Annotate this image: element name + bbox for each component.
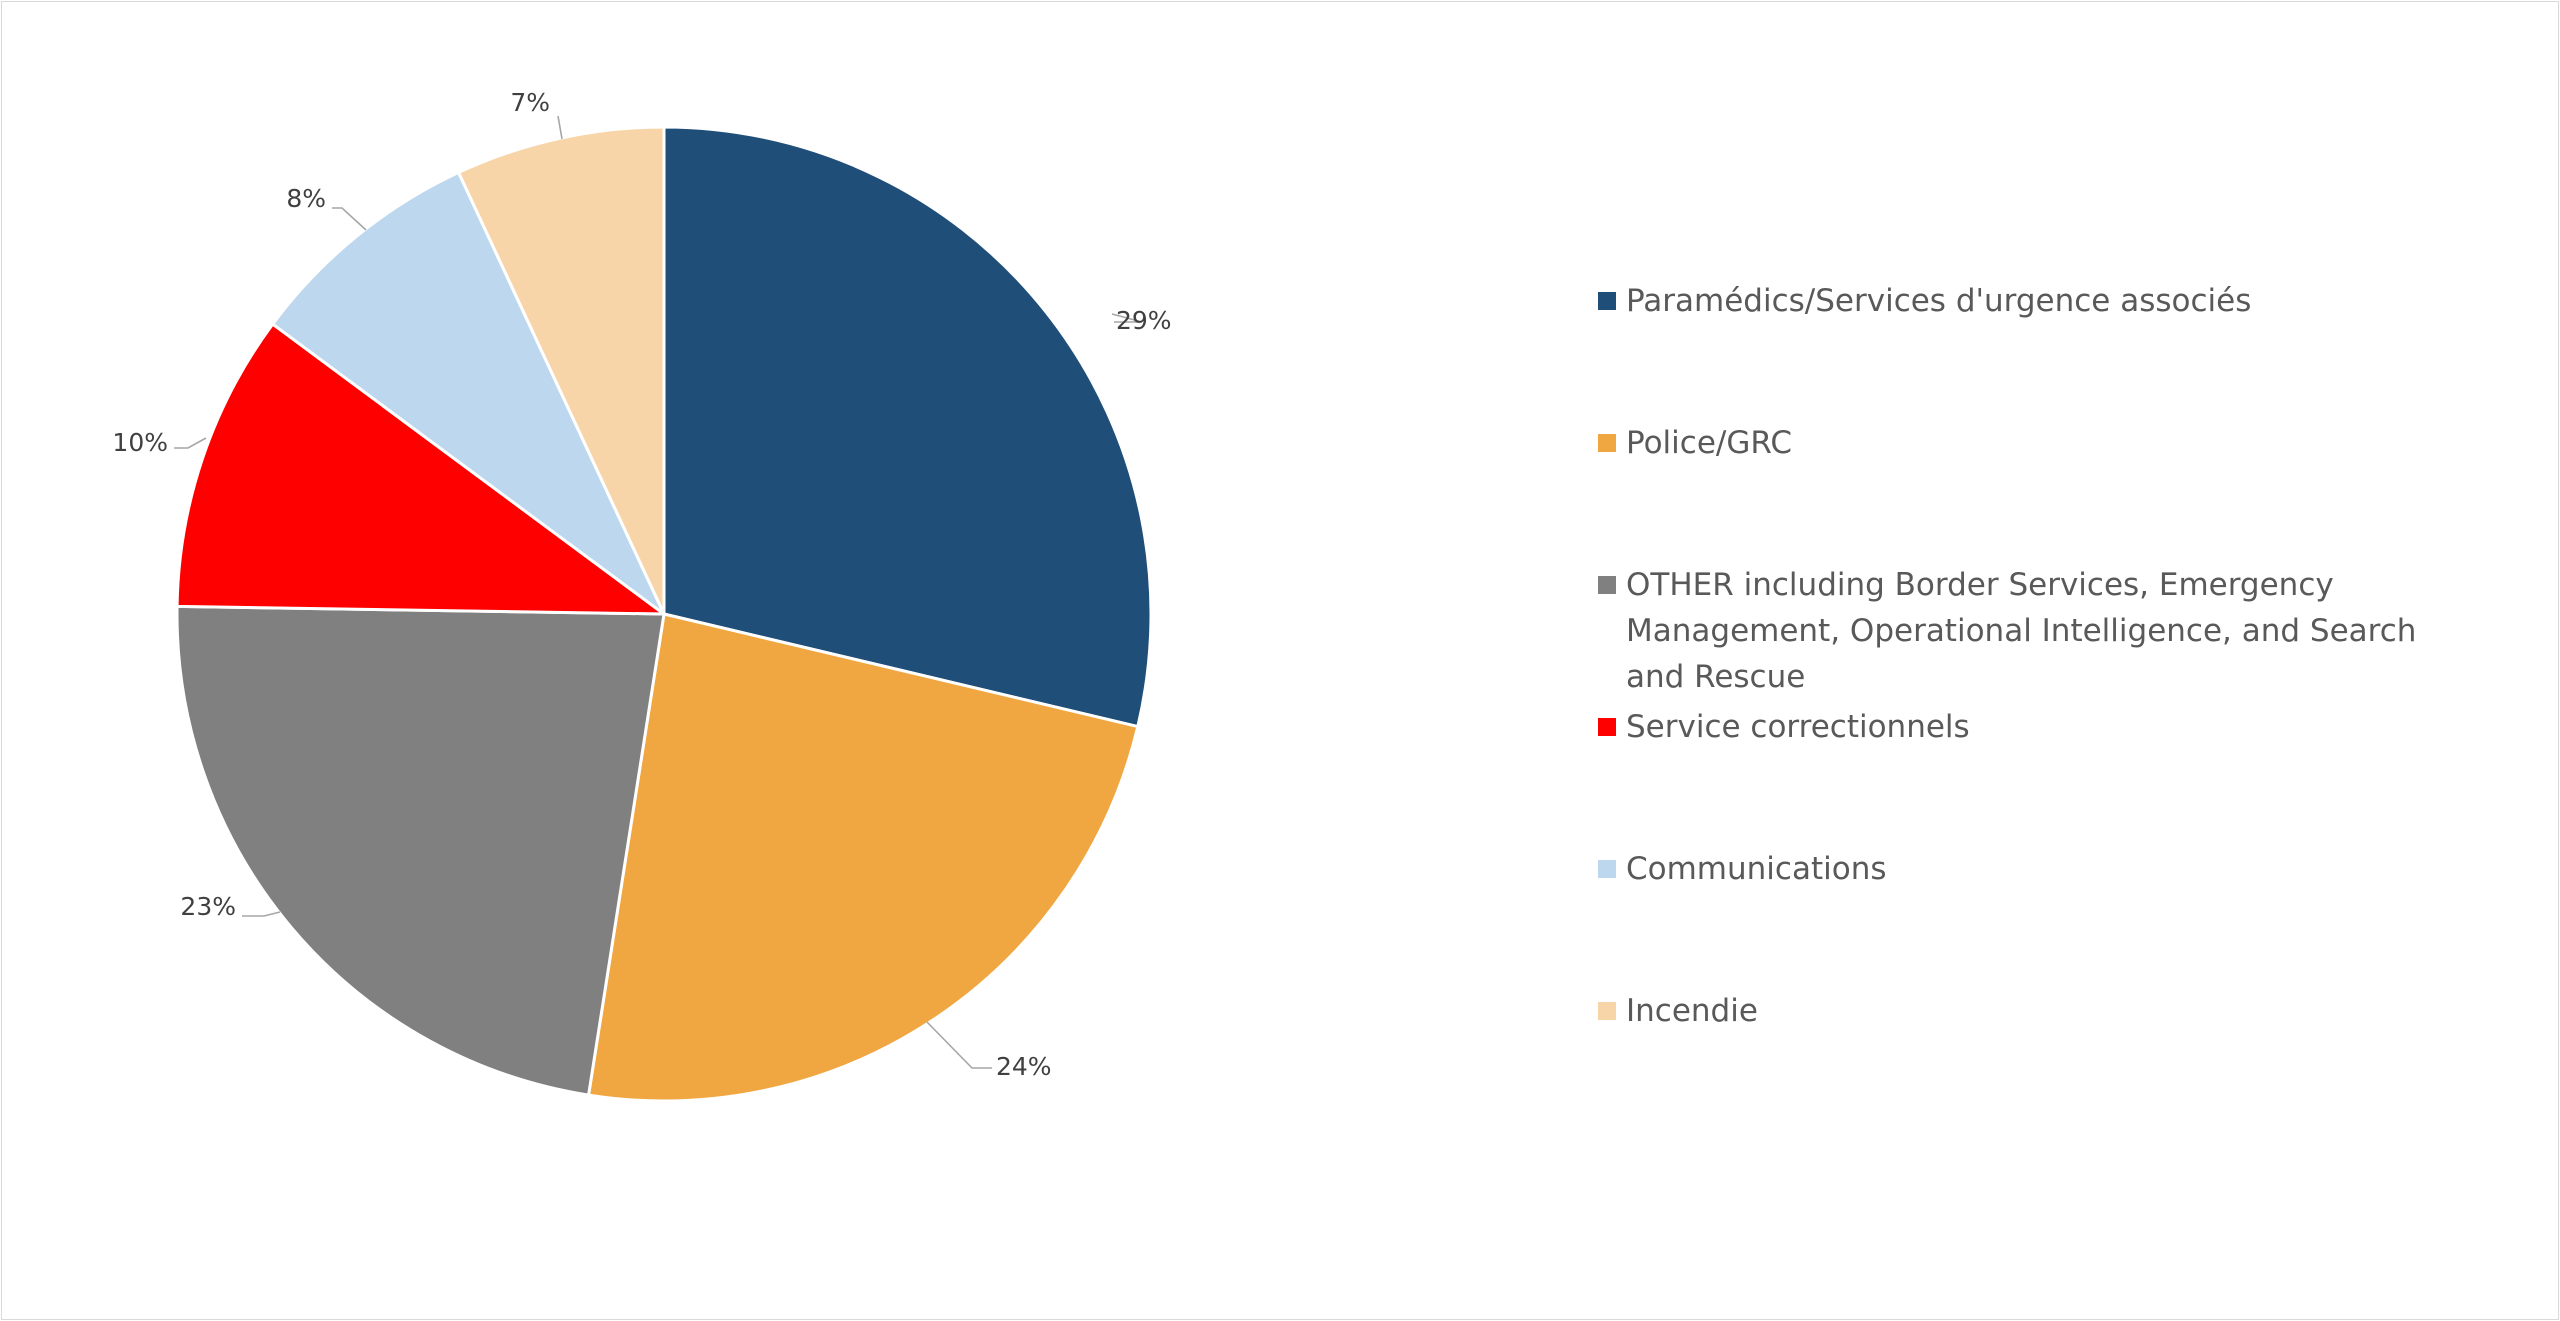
- leader-lines: [174, 115, 1143, 1069]
- legend-item-other: OTHER including Border Services, Emergen…: [1598, 562, 2476, 700]
- pie-slice: [175, 321, 669, 616]
- legend-item-paramedics: Paramédics/Services d'urgence associés: [1598, 278, 2251, 324]
- legend-label: OTHER including Border Services, Emergen…: [1626, 567, 2417, 695]
- legend-label: Police/GRC: [1626, 425, 1793, 461]
- legend-item-police: Police/GRC: [1598, 420, 1792, 466]
- legend-label: Communications: [1626, 851, 1887, 887]
- pie-slice: [662, 125, 1153, 729]
- data-label: 29%: [1116, 306, 1172, 335]
- leader-line: [242, 911, 281, 917]
- data-labels: 29% 24% 23% 10% 8% 7%: [112, 88, 1171, 1081]
- legend-label: Service correctionnels: [1626, 709, 1970, 745]
- legend-item-communications: Communications: [1598, 846, 1887, 892]
- legend-label: Incendie: [1626, 993, 1758, 1029]
- legend-swatch: [1598, 576, 1616, 594]
- pie-slice: [175, 604, 666, 1097]
- pie-slices: [175, 125, 1153, 1103]
- legend-swatch: [1598, 1002, 1616, 1020]
- legend-item-correctional: Service correctionnels: [1598, 704, 1970, 750]
- data-label: 7%: [510, 88, 550, 117]
- data-label: 24%: [996, 1052, 1052, 1081]
- data-label: 10%: [112, 428, 168, 457]
- data-label: 23%: [180, 892, 236, 921]
- pie-slice: [586, 612, 1140, 1103]
- leader-line: [557, 115, 563, 140]
- legend-item-fire: Incendie: [1598, 988, 1758, 1034]
- legend-swatch: [1598, 718, 1616, 736]
- pie-slice: [270, 170, 666, 616]
- leader-line: [1111, 313, 1143, 323]
- leader-line: [174, 437, 207, 449]
- legend-swatch: [1598, 860, 1616, 878]
- legend-label: Paramédics/Services d'urgence associés: [1626, 283, 2252, 319]
- leader-line: [332, 207, 367, 231]
- pie-slice: [456, 125, 666, 615]
- leader-line: [926, 1021, 992, 1069]
- legend-swatch: [1598, 434, 1616, 452]
- legend-swatch: [1598, 292, 1616, 310]
- data-label: 8%: [286, 184, 326, 213]
